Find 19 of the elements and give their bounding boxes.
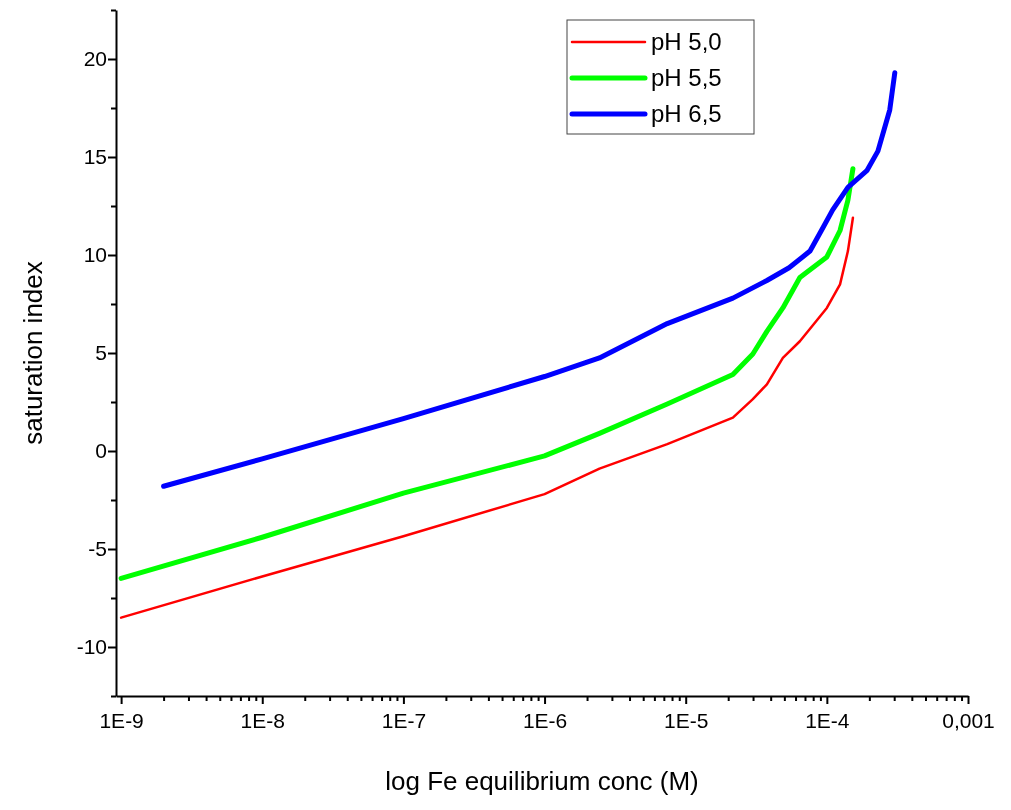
y-tick-label: 10 (83, 243, 107, 267)
x-tick-label: 1E-9 (99, 709, 144, 733)
x-axis-title: log Fe equilibrium conc (M) (385, 766, 699, 796)
legend-label: pH 5,0 (651, 28, 722, 55)
y-tick-label: 0 (95, 439, 107, 463)
x-tick-label: 1E-6 (522, 709, 568, 733)
x-tick-label: 1E-5 (664, 709, 709, 733)
y-tick-label: 15 (83, 145, 107, 169)
y-tick-label: 5 (95, 341, 107, 365)
x-tick-label: 1E-4 (805, 709, 850, 733)
y-tick-label: 20 (83, 47, 107, 71)
y-tick-label: -5 (88, 537, 107, 561)
legend-label: pH 6,5 (651, 100, 722, 127)
y-axis-title: saturation index (18, 261, 48, 445)
x-tick-label: 1E-8 (240, 709, 285, 733)
legend-label: pH 5,5 (651, 64, 722, 91)
x-tick-label: 0,001 (942, 709, 995, 733)
y-tick-label: -10 (76, 635, 107, 659)
x-tick-label: 1E-7 (381, 709, 427, 733)
